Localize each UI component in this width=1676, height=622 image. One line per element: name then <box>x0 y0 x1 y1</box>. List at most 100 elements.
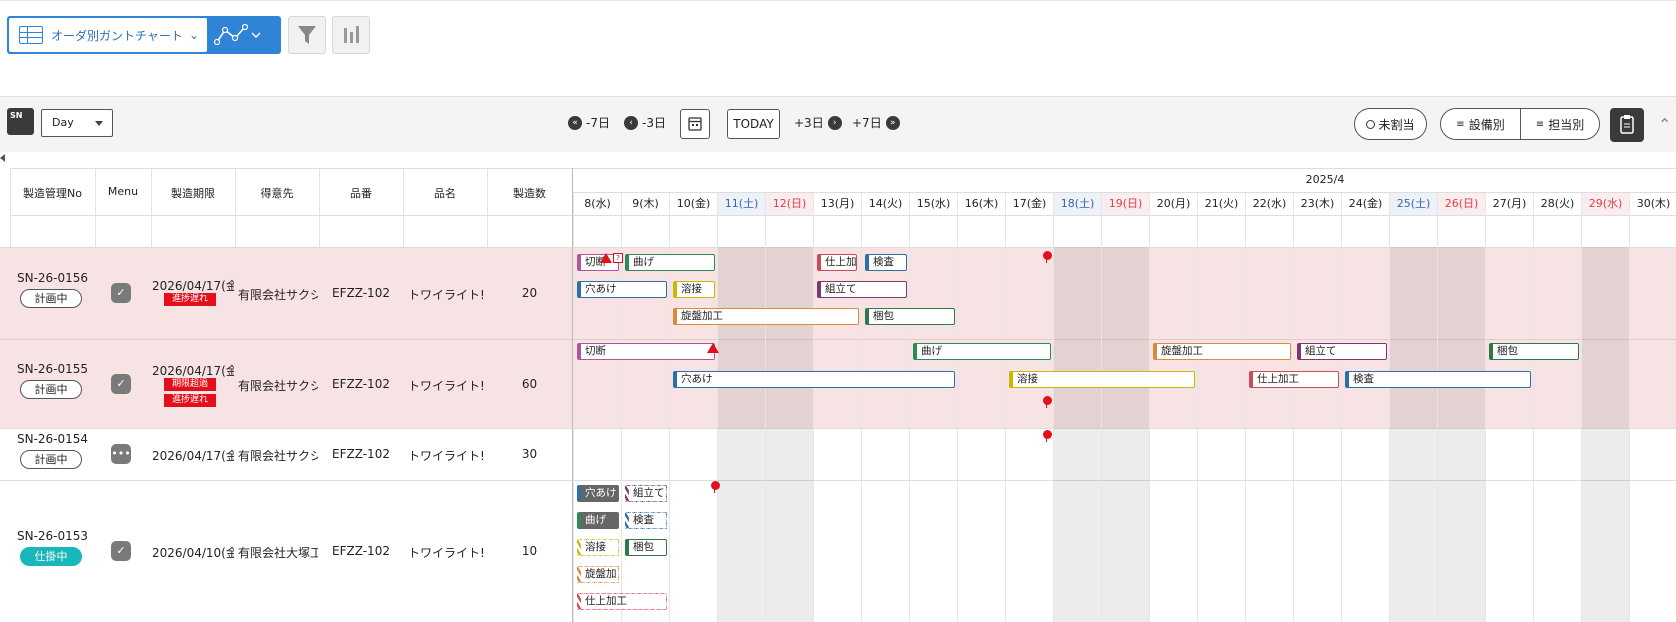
task-label: 溶接 <box>681 283 702 295</box>
day-header: 12(日) <box>766 193 813 216</box>
quantity: 10 <box>521 544 538 558</box>
gantt-chart: 2025/4 8(水) 9(木) 10(金) 11(土) 12(日) 13(月) 14(火)… <box>572 168 1676 622</box>
production-no[interactable]: SN-26-0156 <box>16 271 89 285</box>
task-bar[interactable]: 曲げ <box>625 254 715 271</box>
status-badge: 計画中 <box>20 289 82 308</box>
calendar-button[interactable] <box>680 109 710 139</box>
chart-button[interactable] <box>332 16 370 54</box>
day-column: 20(月) <box>1149 193 1197 622</box>
double-chevron-left-icon: « <box>568 115 582 130</box>
task-bar[interactable]: 組立て <box>625 485 667 502</box>
list-icon: ≡ <box>1456 118 1465 130</box>
table-row[interactable] <box>0 480 1676 622</box>
map-pin-icon[interactable] <box>1043 251 1052 263</box>
line-chart-icon[interactable] <box>213 22 263 48</box>
clipboard-button[interactable] <box>1610 108 1644 142</box>
calendar-icon <box>688 117 702 131</box>
table-row[interactable] <box>0 428 1676 480</box>
task-bar[interactable]: 組立て <box>1297 343 1387 360</box>
day-column: 18(土) <box>1053 193 1101 622</box>
task-bar[interactable]: 梱包 <box>1489 343 1579 360</box>
map-pin-icon[interactable] <box>711 481 720 493</box>
part-no: EFZZ-102 <box>332 286 390 300</box>
check-menu-icon[interactable]: ✓ <box>111 373 131 394</box>
day-column: 12(日) <box>765 193 813 622</box>
quantity: 20 <box>521 286 538 300</box>
day-column: 25(土) <box>1389 193 1437 622</box>
scale-value: Day <box>52 116 74 129</box>
task-bar[interactable]: 曲げ <box>577 512 619 529</box>
back-7-days-button[interactable]: « -7日 <box>568 114 610 131</box>
task-bar[interactable]: 仕上加工 <box>1249 371 1339 388</box>
day-header: 26(日) <box>1438 193 1485 216</box>
task-label: 曲げ <box>585 514 606 526</box>
header-production-no: 製造管理No <box>23 187 82 200</box>
collapse-chevron-icon[interactable]: ⌃ <box>1658 115 1672 134</box>
task-bar[interactable]: 曲げ <box>913 343 1051 360</box>
check-menu-icon[interactable]: ✓ <box>111 283 131 303</box>
task-bar[interactable]: 旋盤加 <box>577 566 619 583</box>
more-menu-icon[interactable]: ••• <box>111 444 131 464</box>
task-bar[interactable]: 切断 <box>577 343 715 360</box>
check-menu-icon[interactable]: ✓ <box>111 541 131 561</box>
task-bar[interactable]: 検査 <box>625 512 667 529</box>
deadline: 2026/04/17(金 <box>152 363 234 378</box>
task-bar[interactable]: 溶接 <box>673 281 715 298</box>
map-pin-icon[interactable] <box>1043 430 1052 442</box>
forward-7-days-button[interactable]: +7日» <box>852 114 900 131</box>
task-bar[interactable]: 検査 <box>1345 371 1531 388</box>
holiday-shade <box>1390 247 1437 622</box>
view-selector-label: オーダ別ガントチャート <box>51 28 183 43</box>
task-bar[interactable]: 溶接 <box>1009 371 1195 388</box>
map-pin-icon[interactable] <box>1043 396 1052 408</box>
day-column: 28(火) <box>1533 193 1581 622</box>
back-3-days-button[interactable]: ‹ -3日 <box>624 114 666 131</box>
task-bar[interactable]: 溶接 <box>577 539 619 556</box>
warning-icon[interactable] <box>707 343 719 353</box>
chevron-right-icon: › <box>827 115 842 130</box>
production-no[interactable]: SN-26-0153 <box>16 529 89 543</box>
filter-button[interactable] <box>288 16 326 54</box>
splitter-arrow-icon[interactable] <box>0 154 5 162</box>
task-bar[interactable]: 梱包 <box>625 539 667 556</box>
unassigned-button[interactable]: 未割当 <box>1354 108 1427 140</box>
task-bar[interactable]: 穴あけ <box>577 485 619 502</box>
clipboard-icon <box>1620 115 1634 134</box>
forward-3-days-button[interactable]: +3日 › <box>794 114 842 131</box>
table-icon <box>19 26 43 44</box>
sn-toggle-button[interactable]: SN <box>7 108 34 135</box>
task-bar[interactable]: 梱包 <box>865 308 955 325</box>
day-header: 14(火) <box>862 193 909 216</box>
status-badge: 仕掛中 <box>20 547 82 566</box>
production-no[interactable]: SN-26-0155 <box>16 361 89 376</box>
by-equipment-label: 設備別 <box>1468 117 1505 132</box>
task-bar[interactable]: 組立て <box>817 281 907 298</box>
day-header: 15(水) <box>910 193 957 216</box>
question-icon[interactable]: ? <box>613 253 623 263</box>
scale-select[interactable]: Day <box>41 109 113 137</box>
unassigned-label: 未割当 <box>1378 117 1415 132</box>
status-badge: 計画中 <box>20 450 82 469</box>
day-column: 14(火) <box>861 193 909 622</box>
day-column: 27(月) <box>1485 193 1533 622</box>
day-column: 9(木) <box>621 193 669 622</box>
task-bar[interactable]: 穴あけ <box>673 371 955 388</box>
day-header: 24(金) <box>1342 193 1389 216</box>
customer: 有限会社サクシ <box>238 449 318 463</box>
alert-tag: 進捗遅れ <box>164 393 216 407</box>
today-button[interactable]: TODAY <box>727 109 780 139</box>
by-person-button[interactable]: ≡ 担当別 <box>1520 108 1600 140</box>
day-header: 21(火) <box>1198 193 1245 216</box>
view-selector[interactable]: オーダ別ガントチャート ⌄ <box>7 16 281 54</box>
task-bar[interactable]: 穴あけ <box>577 281 667 298</box>
view-selector-dropdown[interactable]: オーダ別ガントチャート ⌄ <box>9 18 207 52</box>
task-bar[interactable]: 仕上加 <box>817 254 857 271</box>
by-equipment-button[interactable]: ≡ 設備別 <box>1440 108 1521 140</box>
warning-icon[interactable] <box>600 253 612 263</box>
task-bar[interactable]: 検査 <box>865 254 907 271</box>
task-bar[interactable]: 旋盤加工 <box>673 308 859 325</box>
task-bar[interactable]: 仕上加工 <box>577 593 667 610</box>
task-bar[interactable]: 旋盤加工 <box>1153 343 1291 360</box>
bar-chart-icon <box>344 26 359 43</box>
production-no[interactable]: SN-26-0154 <box>16 432 89 446</box>
